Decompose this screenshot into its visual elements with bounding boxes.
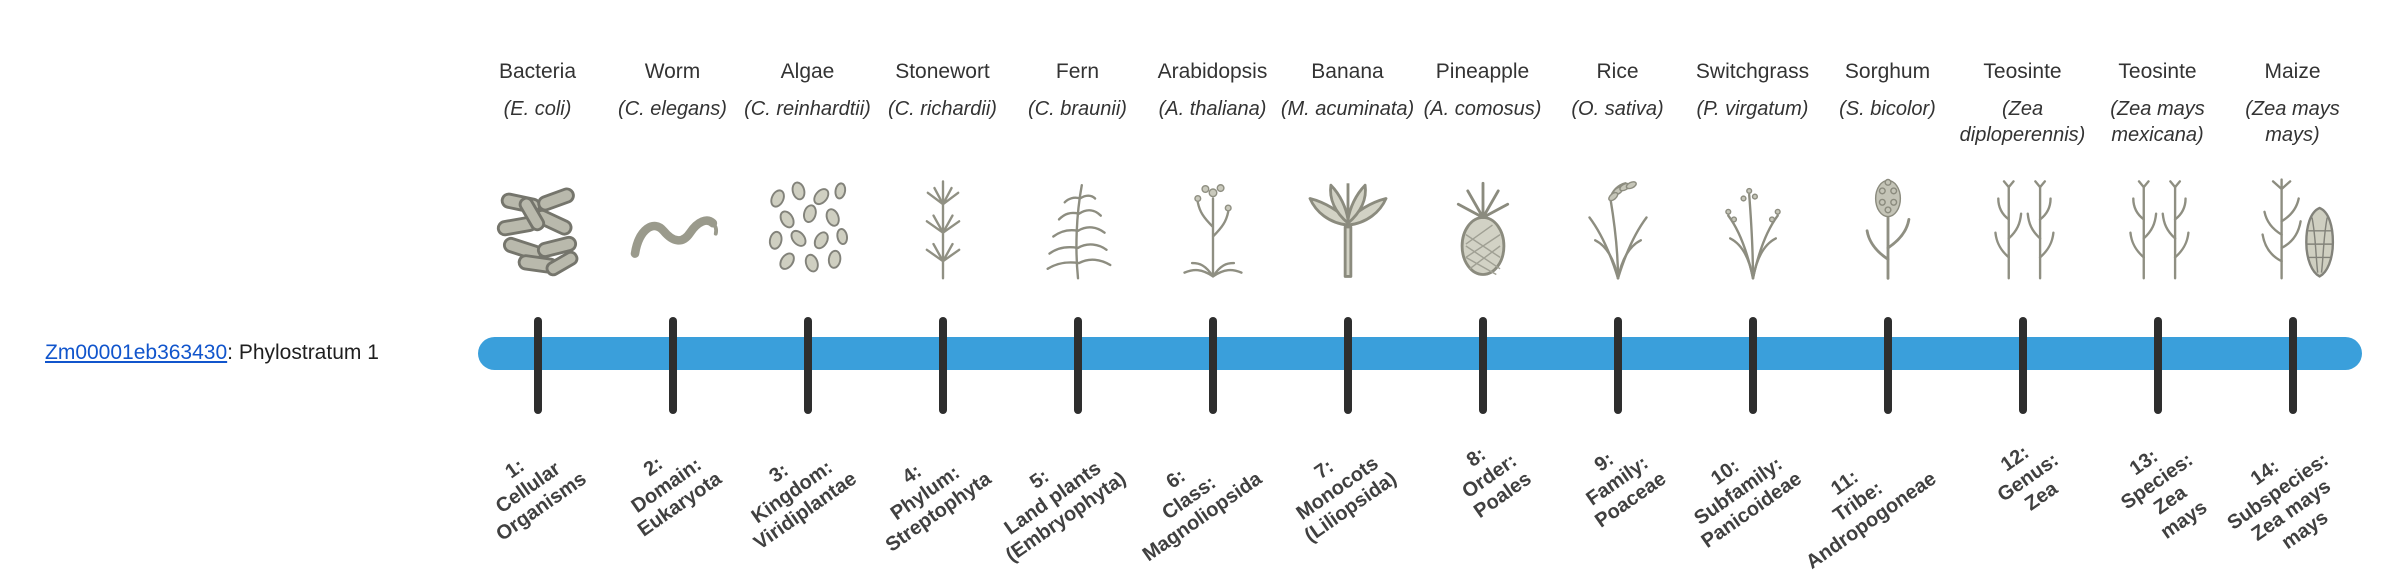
organism-scientific-name: (C. elegans) (618, 98, 727, 120)
stratum-label: 7: Monocots (Liliopsida) (1292, 452, 1401, 548)
organism-column: Worm (C. elegans) 2: Domain: Eukaryota (605, 0, 740, 580)
timeline-tick (803, 317, 812, 414)
organism-column: Pineapple (A. comosus) 8: Order: Poales (1415, 0, 1550, 580)
organism-column: Maize (Zea mays mays) 14: Subspecies: Ze… (2223, 0, 2360, 580)
organism-name: Worm (644, 60, 701, 83)
organism-scientific-name: (C. richardii) (888, 98, 997, 120)
teosinte-icon (1955, 166, 2090, 284)
worm-icon (605, 166, 740, 284)
gene-label-suffix: : Phylostratum 1 (227, 341, 379, 364)
organism-scientific-name: (P. virgatum) (1696, 98, 1809, 120)
timeline-tick (2288, 317, 2297, 414)
stratum-label: 3: Kingdom: Viridiplantae (747, 456, 861, 555)
organism-column: Arabidopsis (A. thaliana) 6: Class: Magn… (1138, 0, 1280, 580)
organism-name: Teosinte (1983, 60, 2062, 83)
rice-icon (1550, 166, 1685, 284)
organism-scientific-name: (A. comosus) (1423, 98, 1542, 120)
stratum-label: 13: Species: Zea mays (2117, 445, 2212, 544)
timeline-tick (1613, 317, 1622, 414)
organism-scientific-name: (Zea mays mexicana) (2110, 98, 2205, 146)
arabidopsis-icon (1145, 166, 1280, 284)
organism-name: Arabidopsis (1157, 60, 1268, 83)
timeline-columns: Bacteria (E. coli) 1: Cellular Organisms… (470, 0, 2360, 580)
algae-icon (740, 166, 875, 284)
organism-scientific-name: (E. coli) (503, 98, 572, 120)
organism-scientific-name: (C. reinhardtii) (744, 98, 871, 120)
switchgrass-icon (1685, 166, 1820, 284)
organism-column: Stonewort (C. richardii) 4: Phylum: Stre… (875, 0, 1010, 580)
organism-name: Stonewort (895, 60, 990, 83)
timeline-tick (2018, 317, 2027, 414)
organism-scientific-name: (S. bicolor) (1839, 98, 1936, 120)
organism-name: Maize (2264, 60, 2321, 83)
organism-name: Sorghum (1844, 60, 1931, 83)
stratum-label: 8: Order: Poales (1458, 443, 1536, 523)
stratum-label: 4: Phylum: Streptophyta (882, 460, 996, 557)
organism-scientific-name: (O. sativa) (1571, 98, 1664, 120)
timeline-tick (668, 317, 677, 414)
timeline-bar (478, 337, 2362, 370)
organism-column: Bacteria (E. coli) 1: Cellular Organisms (470, 0, 605, 580)
timeline-tick (1343, 317, 1352, 414)
organism-scientific-name: (Zea mays mays) (2245, 98, 2340, 146)
banana-icon (1280, 166, 1415, 284)
organism-name: Bacteria (498, 60, 577, 83)
timeline-tick (1478, 317, 1487, 414)
pineapple-icon (1415, 166, 1550, 284)
organism-column: Switchgrass (P. virgatum) 10: Subfamily:… (1685, 0, 1820, 580)
organism-name: Teosinte (2118, 60, 2197, 83)
stratum-label: 10: Subfamily: Panicoideae (1690, 453, 1806, 553)
timeline-tick (1073, 317, 1082, 414)
stratum-label: 1: Cellular Organisms (491, 454, 591, 546)
organism-scientific-name: (Zea diploperennis) (1959, 98, 2086, 146)
timeline-tick (1208, 317, 1217, 414)
organism-name: Algae (780, 60, 835, 83)
timeline-tick (1748, 317, 1757, 414)
teosinte-icon (2090, 166, 2225, 284)
organism-column: Banana (M. acuminata) 7: Monocots (Lilio… (1280, 0, 1415, 580)
gene-label: Zm00001eb363430: Phylostratum 1 (45, 341, 379, 365)
stratum-label: 12: Genus: Zea (1993, 441, 2063, 516)
timeline-tick (533, 317, 542, 414)
stonewort-icon (875, 166, 1010, 284)
organism-name: Switchgrass (1695, 60, 1810, 83)
gene-id-link[interactable]: Zm00001eb363430 (45, 341, 228, 364)
organism-column: Algae (C. reinhardtii) 3: Kingdom: Virid… (740, 0, 875, 580)
organism-scientific-name: (M. acuminata) (1280, 98, 1415, 120)
stratum-label: 2: Domain: Eukaryota (627, 452, 726, 542)
organism-name: Banana (1311, 60, 1384, 83)
organism-column: Teosinte (Zea diploperennis) 12: Genus: … (1955, 0, 2090, 580)
timeline-tick (1883, 317, 1892, 414)
organism-scientific-name: (A. thaliana) (1158, 98, 1267, 120)
organism-name: Fern (1055, 60, 1100, 83)
organism-name: Rice (1596, 60, 1639, 83)
bacteria-icon (470, 166, 605, 284)
organism-name: Pineapple (1435, 60, 1530, 83)
timeline-tick (938, 317, 947, 414)
organism-column: Teosinte (Zea mays mexicana) 13: Species… (2090, 0, 2225, 580)
organism-scientific-name: (C. braunii) (1028, 98, 1127, 120)
organism-column: Rice (O. sativa) 9: Family: Poaceae (1550, 0, 1685, 580)
stratum-label: 14: Subspecies: Zea mays mays (2223, 448, 2335, 554)
fern-icon (1010, 166, 1145, 284)
maize-icon (2225, 166, 2360, 284)
organism-column: Fern (C. braunii) 5: Land plants (Embryo… (1001, 0, 1145, 580)
sorghum-icon (1820, 166, 1955, 284)
timeline-tick (2153, 317, 2162, 414)
organism-column: Sorghum (S. bicolor) 11: Tribe: Andropog… (1802, 0, 1955, 580)
stratum-label: 9: Family: Poaceae (1582, 448, 1671, 533)
